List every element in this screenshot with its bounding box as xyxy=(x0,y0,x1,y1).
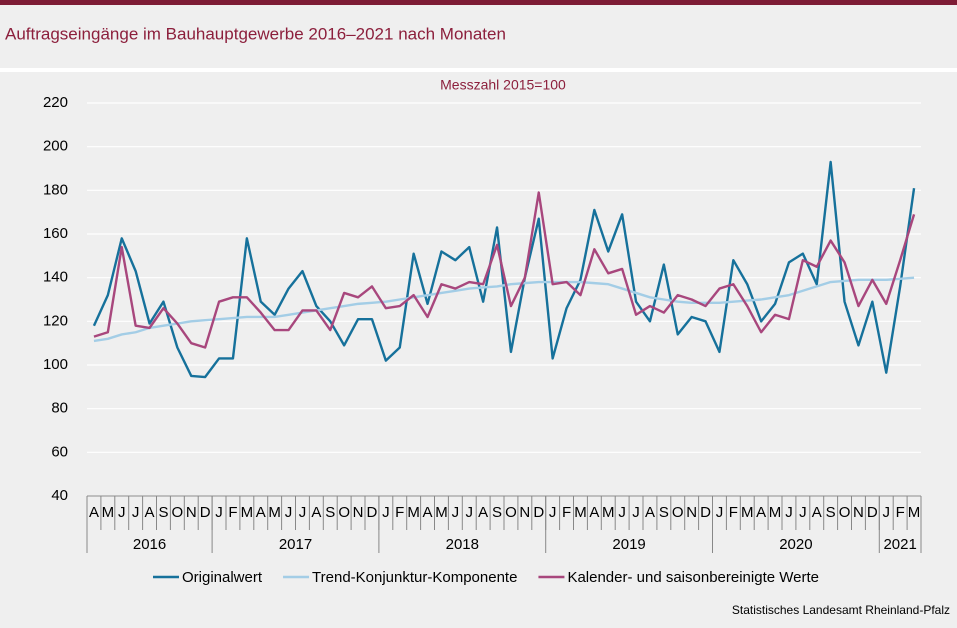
series-line xyxy=(93,276,915,343)
x-tick-label: N xyxy=(686,504,697,521)
x-tick-label: J xyxy=(118,504,126,521)
x-tick-label: M xyxy=(268,504,281,521)
x-tick-label: J xyxy=(285,504,293,521)
x-tick-label: F xyxy=(395,504,404,521)
x-tick-label: M xyxy=(407,504,420,521)
legend-label: Trend-Konjunktur-Komponente xyxy=(312,569,517,586)
x-tick-label: A xyxy=(311,504,321,521)
legend-label: Kalender- und saisonbereinigte Werte xyxy=(567,569,819,586)
x-tick-label: A xyxy=(256,504,266,521)
x-tick-label: D xyxy=(700,504,711,521)
x-tick-label: S xyxy=(659,504,669,521)
y-tick-label: 220 xyxy=(43,94,68,111)
y-tick-label: 100 xyxy=(43,356,68,373)
x-tick-label: D xyxy=(533,504,544,521)
x-tick-label: J xyxy=(132,504,140,521)
y-tick-label: 40 xyxy=(51,487,68,504)
x-tick-label: J xyxy=(466,504,474,521)
y-tick-label: 200 xyxy=(43,138,68,155)
x-tick-label: A xyxy=(145,504,155,521)
year-label: 2021 xyxy=(883,536,916,553)
source: Statistisches Landesamt Rheinland-Pfalz xyxy=(732,603,950,617)
year-label: 2019 xyxy=(612,536,645,553)
x-tick-label: M xyxy=(769,504,782,521)
x-tick-label: M xyxy=(741,504,754,521)
y-tick-label: 180 xyxy=(43,181,68,198)
separator xyxy=(0,68,957,72)
x-tick-label: A xyxy=(812,504,822,521)
x-tick-label: A xyxy=(589,504,599,521)
x-tick-label: F xyxy=(562,504,571,521)
x-tick-label: F xyxy=(228,504,237,521)
x-tick-label: J xyxy=(452,504,460,521)
y-tick-label: 140 xyxy=(43,269,68,286)
x-tick-label: S xyxy=(325,504,335,521)
y-tick-label: 120 xyxy=(43,312,68,329)
x-tick-label: J xyxy=(799,504,807,521)
chart-title: Auftragseingänge im Bauhauptgewerbe 2016… xyxy=(5,24,506,43)
x-tick-label: D xyxy=(867,504,878,521)
x-tick-label: S xyxy=(826,504,836,521)
x-tick-label: J xyxy=(549,504,557,521)
x-tick-label: M xyxy=(602,504,615,521)
x-tick-label: N xyxy=(519,504,530,521)
legend-label: Originalwert xyxy=(182,569,263,586)
y-tick-label: 80 xyxy=(51,400,68,417)
x-tick-label: O xyxy=(505,504,517,521)
x-tick-label: S xyxy=(158,504,168,521)
x-tick-label: O xyxy=(172,504,184,521)
year-label: 2017 xyxy=(279,536,312,553)
x-tick-label: O xyxy=(672,504,684,521)
x-tick-label: N xyxy=(853,504,864,521)
x-tick-label: F xyxy=(729,504,738,521)
y-tick-label: 160 xyxy=(43,225,68,242)
x-tick-label: A xyxy=(756,504,766,521)
year-label: 2020 xyxy=(779,536,812,553)
year-label: 2018 xyxy=(446,536,479,553)
x-tick-label: N xyxy=(186,504,197,521)
x-tick-label: J xyxy=(883,504,891,521)
x-tick-label: O xyxy=(338,504,350,521)
x-tick-label: D xyxy=(200,504,211,521)
x-tick-label: A xyxy=(645,504,655,521)
subtitle: Messzahl 2015=100 xyxy=(440,77,566,93)
x-tick-label: N xyxy=(353,504,364,521)
x-tick-label: M xyxy=(908,504,921,521)
x-tick-label: J xyxy=(716,504,724,521)
x-tick-label: S xyxy=(492,504,502,521)
x-tick-label: O xyxy=(839,504,851,521)
x-tick-label: A xyxy=(478,504,488,521)
year-label: 2016 xyxy=(133,536,166,553)
x-tick-label: J xyxy=(785,504,793,521)
x-tick-label: F xyxy=(896,504,905,521)
x-tick-label: A xyxy=(89,504,99,521)
x-tick-label: M xyxy=(241,504,254,521)
x-tick-label: M xyxy=(435,504,448,521)
series-line xyxy=(93,191,916,349)
x-tick-label: M xyxy=(574,504,587,521)
x-tick-label: J xyxy=(618,504,626,521)
x-tick-label: J xyxy=(299,504,307,521)
top-bar xyxy=(0,0,957,5)
x-tick-label: J xyxy=(632,504,640,521)
x-tick-label: D xyxy=(367,504,378,521)
x-tick-label: M xyxy=(102,504,115,521)
x-tick-label: J xyxy=(382,504,390,521)
y-tick-label: 60 xyxy=(51,443,68,460)
x-tick-label: J xyxy=(215,504,223,521)
x-tick-label: A xyxy=(423,504,433,521)
